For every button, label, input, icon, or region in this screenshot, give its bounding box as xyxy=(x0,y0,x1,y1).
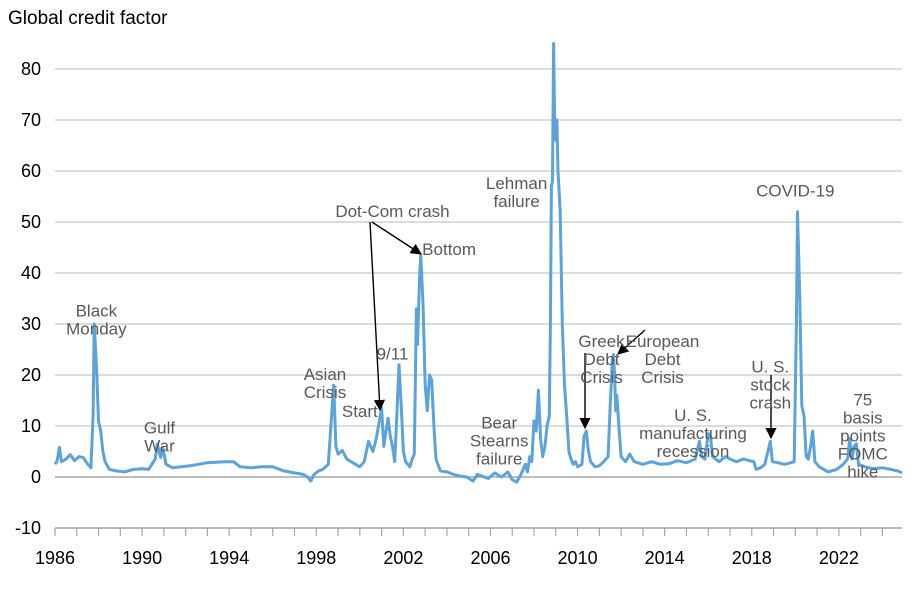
annotation-line: basis xyxy=(843,409,883,428)
annotation-line: hike xyxy=(847,463,878,482)
annotation-line: Greek xyxy=(578,332,625,351)
annotation-line: Gulf xyxy=(144,419,175,438)
annotation-line: Asian xyxy=(304,365,347,384)
annotation-line: U. S. xyxy=(751,357,789,376)
annotation-line: War xyxy=(144,437,175,456)
annotation-line: stock xyxy=(750,375,790,394)
annotation-line: manufacturing xyxy=(639,424,747,443)
y-tick-label: 20 xyxy=(21,365,41,385)
annotation-label: Gulf War xyxy=(144,419,175,456)
annotation-label: Black Monday xyxy=(66,301,127,338)
x-axis xyxy=(54,476,902,536)
x-tick-label: 2014 xyxy=(645,548,685,568)
annotation-line: failure xyxy=(476,450,522,469)
annotation-line: Dot-Com crash xyxy=(335,202,449,221)
european-crisis-arrow xyxy=(617,329,646,355)
annotation-label: 9/11 xyxy=(377,345,409,364)
dotcom-bottom-arrow xyxy=(371,221,422,255)
annotation-label: Lehman failure xyxy=(486,174,547,211)
y-tick-label: 80 xyxy=(21,59,41,79)
annotation-line: Black xyxy=(76,301,118,320)
y-tick-labels: -10 0 10 20 30 40 50 60 70 80 xyxy=(15,59,41,538)
annotation-line: FOMC xyxy=(838,445,888,464)
dotcom-start-arrow xyxy=(369,221,386,412)
annotation-label: Greek Debt Crisis xyxy=(578,332,625,387)
annotation-line: 75 xyxy=(853,391,872,410)
annotation-label: European Debt Crisis xyxy=(626,332,700,387)
y-tick-label: 70 xyxy=(21,110,41,130)
x-tick-label: 2018 xyxy=(732,548,772,568)
x-tick-labels: 1986 1990 1994 1998 2002 2006 2010 2014 2018 2022 xyxy=(35,548,859,568)
y-axis-title: Global credit factor xyxy=(8,8,168,29)
series-line xyxy=(53,42,903,484)
annotation-line: crash xyxy=(749,393,791,412)
annotation-line: Start xyxy=(342,402,378,421)
x-tick-label: 2022 xyxy=(819,548,859,568)
annotation-line: Crisis xyxy=(641,368,684,387)
annotation-label: Start xyxy=(342,402,378,421)
annotation-label: U. S. stock crash xyxy=(749,357,791,412)
annotation-label: Bear Stearns failure xyxy=(470,414,529,469)
annotation-arrows xyxy=(369,221,777,440)
x-tick-label: 2010 xyxy=(558,548,598,568)
y-tick-label: 40 xyxy=(21,263,41,283)
annotation-line: failure xyxy=(493,192,539,211)
annotation-line: recession xyxy=(657,442,730,461)
annotation-line: Debt xyxy=(645,350,681,369)
x-tick-label: 2006 xyxy=(470,548,510,568)
y-tick-label: 0 xyxy=(31,467,41,487)
annotation-label: U. S. manufacturing recession xyxy=(639,406,747,461)
annotation-line: Crisis xyxy=(304,383,347,402)
annotation-line: Bottom xyxy=(422,240,476,259)
x-tick-label: 1986 xyxy=(35,548,75,568)
y-tick-label: 60 xyxy=(21,161,41,181)
annotation-line: U. S. xyxy=(674,406,712,425)
y-tick-label: 30 xyxy=(21,314,41,334)
annotation-line: 9/11 xyxy=(377,345,409,364)
annotation-line: Stearns xyxy=(470,432,529,451)
y-tick-label: 10 xyxy=(21,416,41,436)
annotation-line: COVID-19 xyxy=(756,182,834,201)
annotation-label: Asian Crisis xyxy=(304,365,347,402)
annotation-line: Bear xyxy=(481,414,517,433)
annotation-label: Bottom xyxy=(422,240,476,259)
y-tick-label: 50 xyxy=(21,212,41,232)
annotation-line: Lehman xyxy=(486,174,547,193)
annotation-line: Monday xyxy=(66,319,127,338)
x-tick-label: 1994 xyxy=(209,548,249,568)
x-tick-label: 2002 xyxy=(383,548,423,568)
annotation-line: Debt xyxy=(584,350,620,369)
x-tick-label: 1990 xyxy=(122,548,162,568)
annotation-label: 75 basis points FOMC hike xyxy=(838,391,888,482)
annotation-label: Dot-Com crash xyxy=(335,202,449,221)
y-tick-label: -10 xyxy=(15,518,41,538)
annotation-line: Crisis xyxy=(580,368,623,387)
annotation-line: European xyxy=(626,332,700,351)
annotation-label: COVID-19 xyxy=(756,182,834,201)
x-tick-label: 1998 xyxy=(296,548,336,568)
annotation-line: points xyxy=(840,427,885,446)
